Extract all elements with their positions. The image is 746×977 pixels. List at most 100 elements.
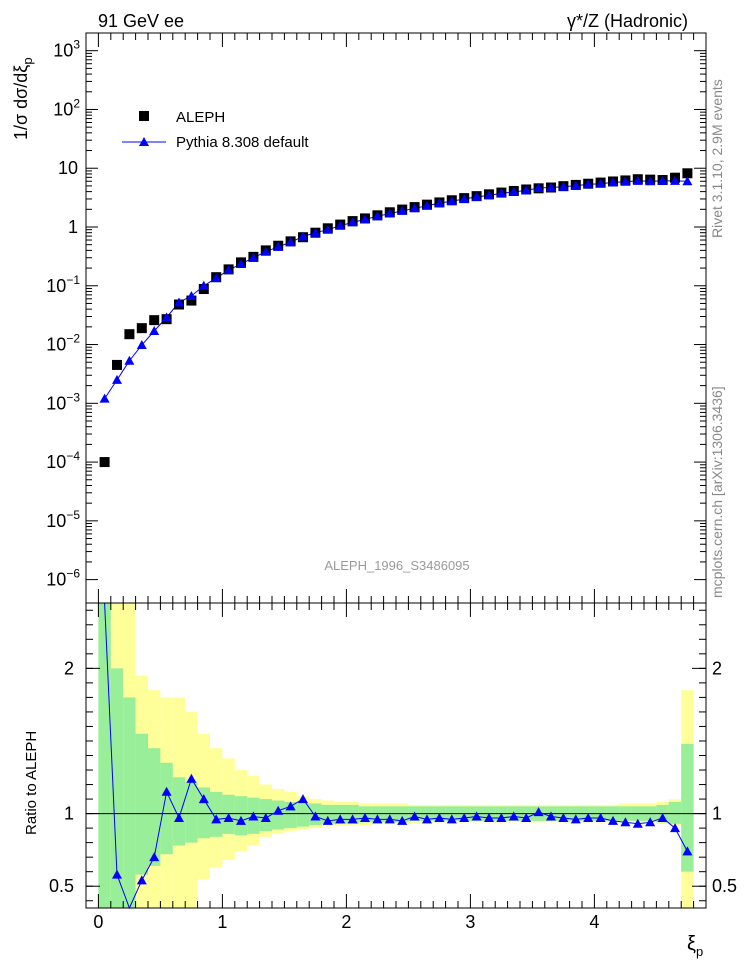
ratio-mc-marker xyxy=(211,814,222,824)
data-point xyxy=(186,295,197,306)
ratio-mc-marker xyxy=(409,811,420,821)
ratio-mc-marker xyxy=(446,814,457,824)
mc-point xyxy=(99,393,110,403)
y-axis-label-ratio: Ratio to ALEPH xyxy=(23,731,40,835)
mc-point xyxy=(112,374,122,384)
x-tick-label: 0 xyxy=(93,912,103,932)
mc-point xyxy=(223,265,234,275)
mc-point xyxy=(595,178,606,188)
ratio-mc-marker xyxy=(360,812,370,822)
ratio-mc-marker xyxy=(198,794,209,804)
ratio-mc-marker xyxy=(335,814,346,824)
mc-point xyxy=(546,182,556,192)
ratio-mc-marker xyxy=(285,801,296,811)
header-right: γ*/Z (Hadronic) xyxy=(567,11,688,31)
ratio-mc-marker xyxy=(484,812,494,822)
ratio-mc-marker xyxy=(645,817,656,827)
ratio-mc-marker xyxy=(248,811,259,821)
band-inner xyxy=(321,804,334,824)
ratio-bands xyxy=(86,603,706,908)
mc-point xyxy=(360,214,370,224)
band-inner xyxy=(98,603,111,908)
legend: ALEPH Pythia 8.308 default xyxy=(122,109,309,151)
mc-point xyxy=(682,176,693,186)
legend-label-data: ALEPH xyxy=(176,109,225,126)
y-tick-exponent: −3 xyxy=(66,390,80,404)
ratio-mc-marker xyxy=(174,812,184,822)
ratio-mc-marker xyxy=(657,812,668,822)
ratio-y-tick-label-right: 0.5 xyxy=(712,876,737,896)
y-tick-exponent: 3 xyxy=(73,38,80,52)
y-tick-label: 10−6 xyxy=(46,567,80,590)
ratio-mc-marker xyxy=(372,814,383,824)
y-tick-label: 10−4 xyxy=(46,449,80,472)
ratio-mc-marker xyxy=(310,811,321,821)
band-inner xyxy=(160,762,173,855)
ratio-mc-marker xyxy=(422,814,432,824)
ratio-y-tick-label: 2 xyxy=(64,658,74,678)
ratio-mc-marker xyxy=(670,823,680,833)
y-tick-label: 103 xyxy=(53,38,80,61)
ratio-mc-marker xyxy=(161,786,172,796)
mc-point xyxy=(198,280,209,290)
y-tick-label: 1 xyxy=(68,217,78,237)
legend-square-marker xyxy=(139,111,149,121)
mc-point xyxy=(372,211,383,221)
mc-point xyxy=(174,297,184,307)
mc-point xyxy=(570,180,581,190)
mc-point xyxy=(397,205,408,215)
mc-point xyxy=(533,183,544,193)
mc-point xyxy=(558,181,569,191)
mc-point xyxy=(422,200,432,210)
y-tick-exponent: −4 xyxy=(66,449,80,463)
x-tick-label: 4 xyxy=(589,912,599,932)
mc-point xyxy=(236,258,246,268)
x-tick-label: 3 xyxy=(465,912,475,932)
mc-point xyxy=(347,217,358,227)
y-tick-label: 10−5 xyxy=(46,508,80,531)
mc-point xyxy=(632,175,643,185)
ratio-mc-marker xyxy=(223,812,234,822)
mc-point xyxy=(508,186,519,196)
ratio-mc-marker xyxy=(595,812,606,822)
data-point xyxy=(149,315,160,326)
legend-triangle-marker xyxy=(139,137,149,146)
ratio-mc-marker xyxy=(546,811,556,821)
mc-point xyxy=(322,224,333,234)
x-tick-label: 2 xyxy=(341,912,351,932)
ratio-mc-marker xyxy=(298,794,308,804)
mc-point xyxy=(298,231,308,241)
band-inner xyxy=(681,743,694,872)
band-inner xyxy=(371,806,384,823)
ratio-mc-marker xyxy=(533,807,544,817)
mc-point xyxy=(670,175,680,185)
mc-point xyxy=(124,355,135,365)
ratio-mc-marker xyxy=(583,812,594,822)
y-tick-exponent: 2 xyxy=(73,96,80,110)
ratio-mc-marker xyxy=(273,805,284,815)
side-text-top: Rivet 3.1.10, 2.9M events xyxy=(709,79,725,238)
mc-point xyxy=(434,198,445,208)
y-tick-label: 10−3 xyxy=(46,390,80,413)
mc-point xyxy=(608,177,618,187)
mc-point xyxy=(136,340,147,350)
mc-point xyxy=(335,220,346,230)
mc-point xyxy=(521,185,532,195)
data-point xyxy=(124,329,135,340)
ratio-mc-marker xyxy=(384,814,395,824)
x-axis-label: ξp xyxy=(687,933,703,959)
mc-point xyxy=(161,312,172,322)
mc-point xyxy=(620,176,631,186)
ratio-mc-marker xyxy=(558,812,569,822)
band-inner xyxy=(296,803,310,827)
mc-point xyxy=(446,196,457,206)
y-tick-label: 10−2 xyxy=(46,332,80,355)
mc-point xyxy=(273,241,284,251)
ratio-mc-marker xyxy=(186,773,197,783)
band-inner xyxy=(135,733,148,875)
ratio-mc-marker xyxy=(570,814,581,824)
mc-point xyxy=(657,175,668,185)
mc-point xyxy=(459,193,470,203)
x-tick-label: 1 xyxy=(217,912,227,932)
